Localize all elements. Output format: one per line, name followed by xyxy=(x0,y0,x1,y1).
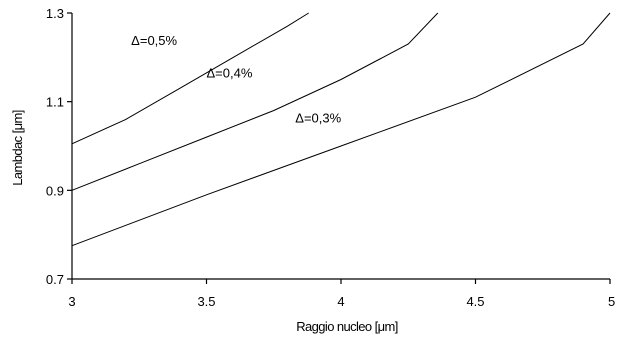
labels: Δ=0,5% Δ=0,4% Δ=0,3% xyxy=(131,33,341,126)
x-axis-title: Raggio nucleo [μm] xyxy=(296,319,397,334)
y-tick-label: 1.3 xyxy=(46,6,64,21)
x-tick-label: 4 xyxy=(337,294,344,309)
series-line-2 xyxy=(71,12,439,191)
series-line-1 xyxy=(71,12,309,145)
y-axis-title: Lambdac [μm] xyxy=(10,110,25,185)
series-label-1: Δ=0,5% xyxy=(131,33,177,48)
series-label-2: Δ=0,4% xyxy=(207,65,253,80)
series-line-3 xyxy=(71,12,611,247)
series-group xyxy=(71,12,611,247)
y-tick-label: 1.1 xyxy=(46,95,64,110)
x-tick-label: 3.5 xyxy=(197,294,215,309)
x-tick-label: 4.5 xyxy=(466,294,484,309)
x-tick-label: 5 xyxy=(608,294,615,309)
y-tick-label: 0.7 xyxy=(46,272,64,287)
axes: 3 3.5 4 4.5 5 0.7 0.9 1.1 1.3 xyxy=(46,6,615,309)
series-label-3: Δ=0,3% xyxy=(295,111,341,126)
y-tick-label: 0.9 xyxy=(46,183,64,198)
x-tick-label: 3 xyxy=(68,294,75,309)
